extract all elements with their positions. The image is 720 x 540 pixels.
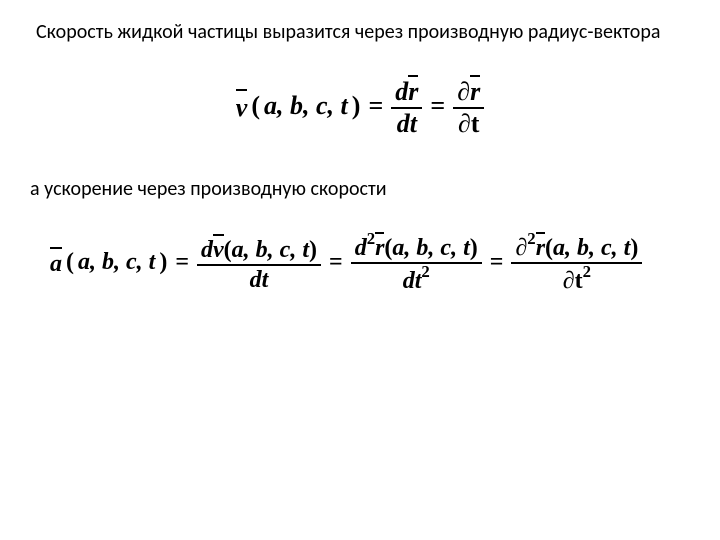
superscript-2: 2 [421,262,429,281]
args-t1: a, b, c, t [232,237,309,263]
vector-v: v [236,89,248,123]
superscript-2: 2 [367,229,375,248]
diff-d: d [355,235,367,261]
equals-sign: = [486,249,508,276]
vector-r-3: r [375,232,384,260]
vector-r-4: r [536,232,545,260]
superscript-2: 2 [527,229,535,248]
args-accel: a, b, c, t [78,249,155,276]
diff-d: d [201,237,213,263]
denominator-dt-2: dt [246,266,273,292]
args-t2: a, b, c, t [392,235,469,261]
equals-sign: = [325,249,347,276]
denominator-dt: dt [393,109,421,137]
denominator-dt-3: dt [403,268,422,294]
fraction-partial2r-partialt2: ∂2r(a, b, c, t) ∂t2 [511,232,642,293]
superscript-2: 2 [583,262,591,281]
partial-d: ∂ [457,77,470,106]
denominator-partial-t-2: ∂t [563,268,583,294]
diff-d: d [395,77,408,106]
slide-body: Скорость жидкой частицы выразится через … [0,0,720,313]
equals-sign: = [171,249,193,276]
vector-v-2: v [213,234,224,262]
fraction-dv-dt: dv(a, b, c, t) dt [197,234,321,292]
equation-velocity: v(a, b, c, t) = dr dt = ∂r ∂t [30,75,690,137]
equation-acceleration: a(a, b, c, t) = dv(a, b, c, t) dt = d2r(… [50,232,690,293]
vector-r-1: r [408,75,418,105]
vector-r-2: r [470,75,480,105]
fraction-partial-r-t: ∂r ∂t [453,75,484,137]
equals-sign: = [364,91,387,121]
vector-a: a [50,247,62,278]
args-t3: a, b, c, t [553,235,630,261]
args-velocity: a, b, c, t [264,91,348,121]
fraction-dr-dt: dr dt [391,75,422,137]
paragraph-velocity-intro: Скорость жидкой частицы выразится через … [36,20,690,45]
denominator-partial-t: ∂t [458,109,480,138]
partial-d: ∂ [515,235,527,261]
equals-sign: = [426,91,449,121]
paragraph-acceleration-intro: а ускорение через производную скорости [30,177,690,202]
fraction-d2r-dt2: d2r(a, b, c, t) dt2 [351,232,482,293]
